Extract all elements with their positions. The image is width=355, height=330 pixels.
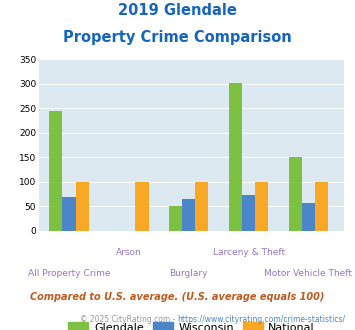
Bar [169, 207, 182, 231]
Bar [315, 182, 328, 231]
Bar [229, 83, 242, 231]
Text: Arson: Arson [116, 248, 142, 257]
Bar [182, 199, 195, 231]
Bar [289, 157, 302, 231]
Text: Larceny & Theft: Larceny & Theft [213, 248, 285, 257]
Text: https://www.cityrating.com/crime-statistics/: https://www.cityrating.com/crime-statist… [178, 315, 346, 324]
Bar [135, 182, 149, 231]
Bar [49, 111, 62, 231]
Text: Burglary: Burglary [169, 269, 208, 278]
Text: Compared to U.S. average. (U.S. average equals 100): Compared to U.S. average. (U.S. average … [30, 292, 325, 302]
Bar [195, 182, 208, 231]
Text: Motor Vehicle Theft: Motor Vehicle Theft [264, 269, 353, 278]
Bar [76, 182, 89, 231]
Bar [242, 195, 255, 231]
Bar [255, 182, 268, 231]
Text: Property Crime Comparison: Property Crime Comparison [63, 30, 292, 45]
Text: 2019 Glendale: 2019 Glendale [118, 3, 237, 18]
Bar [62, 197, 76, 231]
Legend: Glendale, Wisconsin, National: Glendale, Wisconsin, National [69, 322, 315, 330]
Bar [302, 203, 315, 231]
Text: © 2025 CityRating.com -: © 2025 CityRating.com - [80, 315, 178, 324]
Text: All Property Crime: All Property Crime [28, 269, 110, 278]
